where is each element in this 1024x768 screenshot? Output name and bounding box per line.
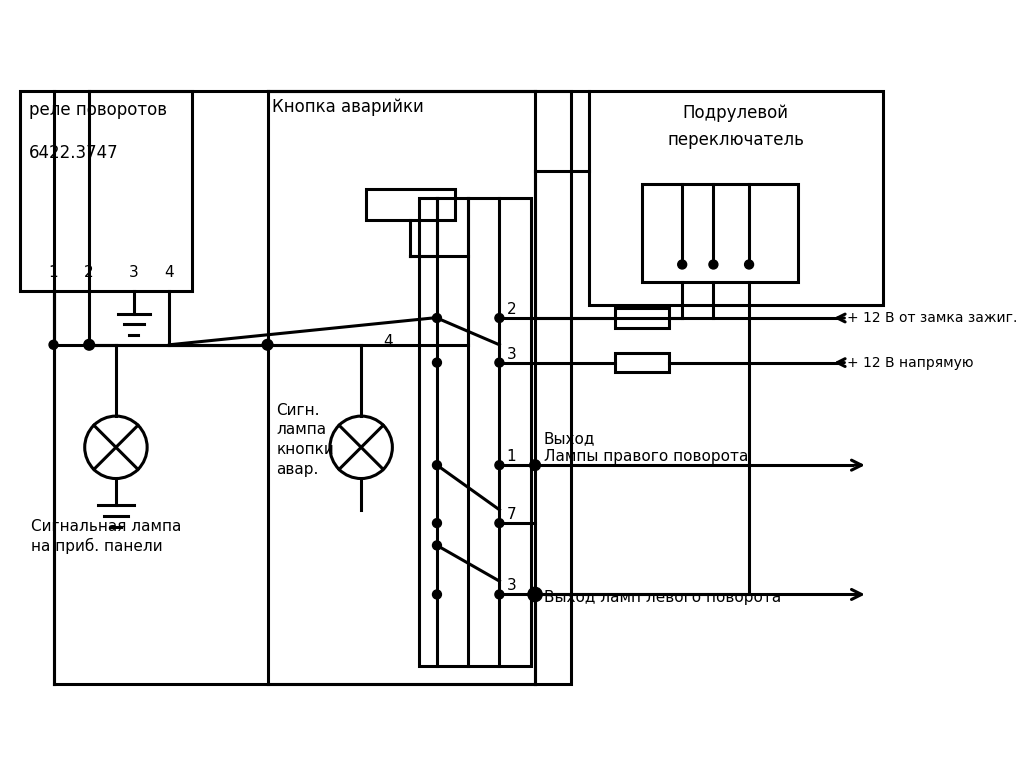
Circle shape bbox=[432, 541, 441, 550]
Circle shape bbox=[85, 340, 93, 349]
Circle shape bbox=[744, 260, 754, 269]
Bar bbox=[419, 197, 530, 666]
Bar bbox=[615, 353, 669, 372]
Circle shape bbox=[432, 590, 441, 599]
Circle shape bbox=[495, 358, 504, 367]
Bar bbox=[366, 189, 455, 220]
Circle shape bbox=[528, 588, 542, 601]
Circle shape bbox=[709, 260, 718, 269]
Circle shape bbox=[84, 339, 94, 350]
Text: Выход ламп левого поворота: Выход ламп левого поворота bbox=[544, 590, 781, 605]
Text: 1: 1 bbox=[49, 264, 58, 280]
Circle shape bbox=[495, 590, 504, 599]
Text: + 12 В напрямую: + 12 В напрямую bbox=[847, 356, 974, 369]
Text: 7: 7 bbox=[507, 507, 516, 522]
Text: Подрулевой: Подрулевой bbox=[683, 104, 788, 122]
Bar bbox=[642, 184, 798, 283]
Text: 6422.3747: 6422.3747 bbox=[29, 144, 118, 162]
Text: на приб. панели: на приб. панели bbox=[31, 538, 163, 554]
Text: + 12 В от замка зажиг.: + 12 В от замка зажиг. bbox=[847, 311, 1018, 325]
Text: кнопки: кнопки bbox=[276, 442, 334, 457]
Text: Выход: Выход bbox=[544, 432, 595, 446]
Circle shape bbox=[432, 358, 441, 367]
Circle shape bbox=[495, 518, 504, 528]
Text: Сигнальная лампа: Сигнальная лампа bbox=[31, 518, 181, 534]
Text: лампа: лампа bbox=[276, 422, 327, 437]
Circle shape bbox=[432, 313, 441, 323]
Circle shape bbox=[49, 340, 58, 349]
Text: переключатель: переключатель bbox=[668, 131, 804, 149]
Bar bbox=[19, 91, 191, 291]
Text: 4: 4 bbox=[165, 264, 174, 280]
Circle shape bbox=[495, 461, 504, 469]
Text: 1: 1 bbox=[507, 449, 516, 464]
Text: 3: 3 bbox=[507, 578, 516, 594]
Bar bbox=[267, 91, 570, 684]
Text: 2: 2 bbox=[507, 302, 516, 317]
Text: 2: 2 bbox=[84, 264, 94, 280]
Text: реле поворотов: реле поворотов bbox=[29, 101, 167, 119]
Text: авар.: авар. bbox=[276, 462, 318, 477]
Bar bbox=[615, 308, 669, 328]
Circle shape bbox=[529, 460, 541, 471]
Circle shape bbox=[678, 260, 687, 269]
Circle shape bbox=[432, 518, 441, 528]
Circle shape bbox=[495, 313, 504, 323]
Text: Кнопка аварийки: Кнопка аварийки bbox=[272, 98, 424, 116]
Circle shape bbox=[432, 461, 441, 469]
Bar bbox=[589, 91, 883, 305]
Text: 3: 3 bbox=[129, 264, 138, 280]
Text: 4: 4 bbox=[383, 334, 393, 349]
Circle shape bbox=[262, 339, 272, 350]
Text: Лампы правого поворота: Лампы правого поворота bbox=[544, 449, 749, 464]
Text: 3: 3 bbox=[507, 346, 516, 362]
Text: Сигн.: Сигн. bbox=[276, 402, 319, 418]
